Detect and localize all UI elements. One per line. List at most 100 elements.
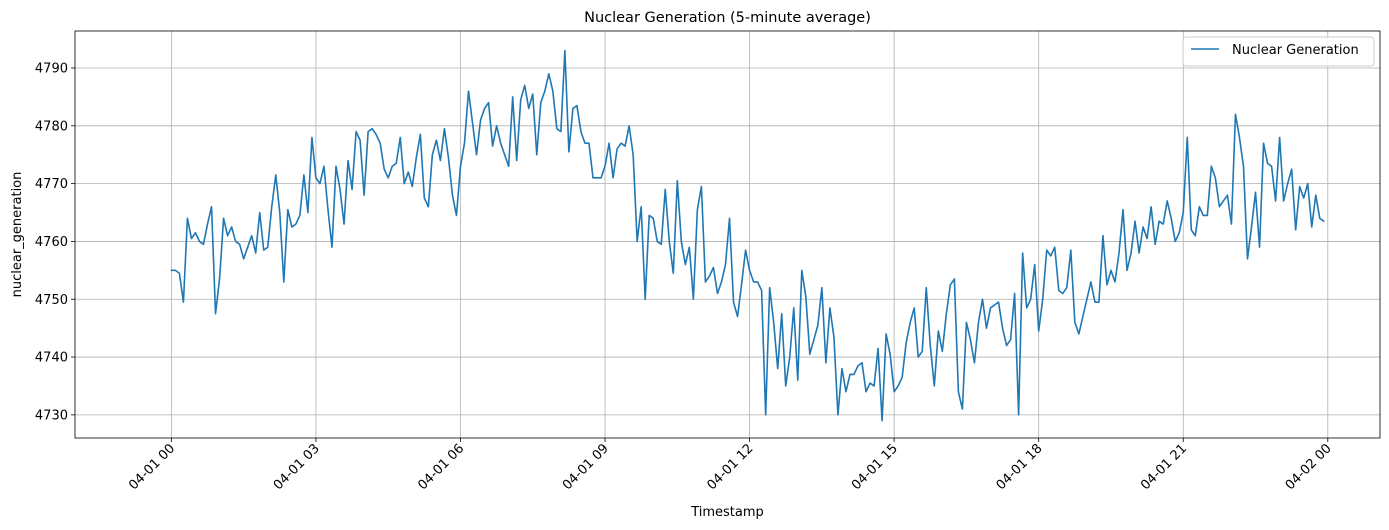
series-point [1042, 299, 1043, 300]
series-point [600, 177, 601, 178]
series-point [657, 241, 658, 242]
series-point [845, 391, 846, 392]
series-point [930, 345, 931, 346]
series-point [922, 351, 923, 352]
plot-area-frame [74, 30, 1381, 439]
series-point [544, 91, 545, 92]
y-tick-label: 4760 [35, 235, 68, 250]
series-point [1138, 252, 1139, 253]
series-point [408, 171, 409, 172]
series-point [873, 385, 874, 386]
series-point [436, 140, 437, 141]
series-point [625, 145, 626, 146]
series-point [548, 73, 549, 74]
series-point [1090, 281, 1091, 282]
series-point [717, 293, 718, 294]
series-point [1134, 221, 1135, 222]
series-point [468, 91, 469, 92]
series-point [484, 108, 485, 109]
series-point [319, 183, 320, 184]
grid-lines [75, 31, 1380, 438]
series-point [175, 270, 176, 271]
series-point [384, 169, 385, 170]
series-point [946, 313, 947, 314]
y-tick-label: 4730 [35, 408, 68, 423]
series-point [524, 85, 525, 86]
series-point [1094, 302, 1095, 303]
series-point [488, 102, 489, 103]
series-point [1311, 226, 1312, 227]
series-point [496, 125, 497, 126]
series-point [239, 244, 240, 245]
series-point [705, 281, 706, 282]
series-point [713, 267, 714, 268]
series-line-nuclear-generation [170, 49, 1325, 422]
series-point [962, 408, 963, 409]
series-point [404, 183, 405, 184]
series-point [364, 195, 365, 196]
series-point [1074, 322, 1075, 323]
series-point [351, 189, 352, 190]
series-point [1259, 247, 1260, 248]
series-point [677, 180, 678, 181]
series-point [777, 368, 778, 369]
y-axis-label: nuclear_generation [10, 172, 25, 298]
series-point [1155, 244, 1156, 245]
series-point [512, 96, 513, 97]
series-point [287, 209, 288, 210]
series-point [1167, 200, 1168, 201]
series-point [1006, 345, 1007, 346]
y-axis: 4730 4740 4750 4760 4770 4780 4790 [35, 62, 75, 423]
series-point [1303, 197, 1304, 198]
series-point [926, 287, 927, 288]
series-point [359, 140, 360, 141]
series-point [877, 348, 878, 349]
series-point [1054, 247, 1055, 248]
series-point [753, 281, 754, 282]
series-point [331, 247, 332, 248]
series-point [809, 354, 810, 355]
series-point [797, 380, 798, 381]
series-point [592, 177, 593, 178]
series-point [1122, 209, 1123, 210]
series-point [388, 177, 389, 178]
series-point [596, 177, 597, 178]
series-point [1002, 328, 1003, 329]
series-point [171, 270, 172, 271]
series-point [1271, 166, 1272, 167]
series-point [191, 238, 192, 239]
series-point [1231, 223, 1232, 224]
series-point [424, 197, 425, 198]
series-point [259, 212, 260, 213]
series-point [1118, 252, 1119, 253]
series-point [1199, 206, 1200, 207]
series-point [934, 385, 935, 386]
series-point [725, 264, 726, 265]
series-point [299, 215, 300, 216]
series-point [1114, 281, 1115, 282]
series-point [295, 223, 296, 224]
series-point [568, 151, 569, 152]
series-point [1211, 166, 1212, 167]
series-point [745, 250, 746, 251]
series-point [392, 166, 393, 167]
series-point [251, 235, 252, 236]
series-point [890, 354, 891, 355]
series-point [761, 290, 762, 291]
series-point [869, 382, 870, 383]
series-point [444, 128, 445, 129]
series-point [448, 157, 449, 158]
series-point [480, 119, 481, 120]
series-point [528, 108, 529, 109]
series-point [275, 174, 276, 175]
series-point [1227, 195, 1228, 196]
series-point [1187, 137, 1188, 138]
series-point [1279, 137, 1280, 138]
series-point [942, 351, 943, 352]
series-point [247, 247, 248, 248]
series-point [372, 128, 373, 129]
series-point [255, 252, 256, 253]
series-point [564, 50, 565, 51]
series-point [769, 287, 770, 288]
series-point [215, 313, 216, 314]
